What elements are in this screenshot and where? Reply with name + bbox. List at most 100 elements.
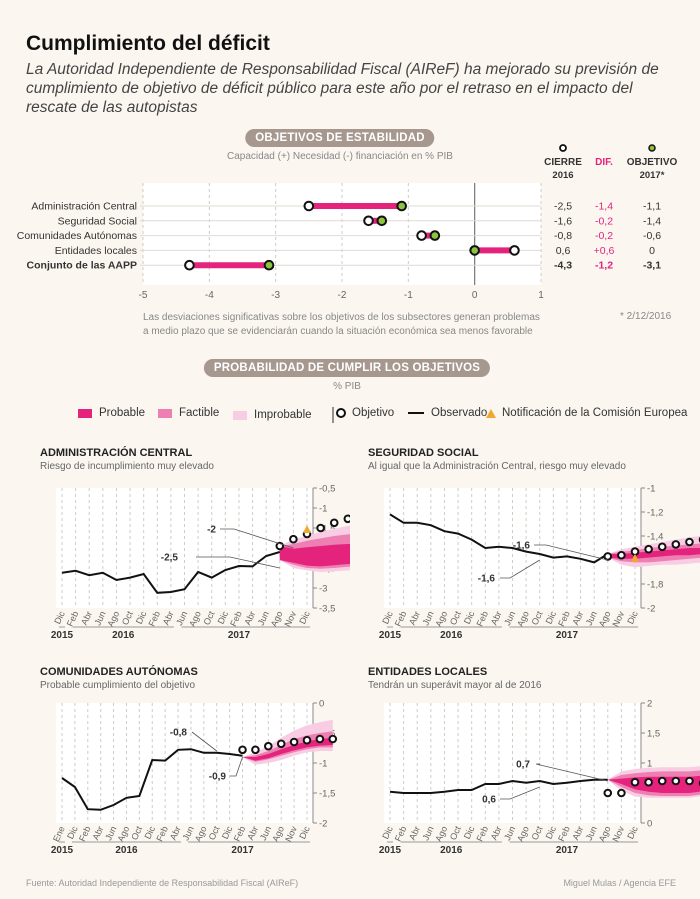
year-label: 2017 <box>556 630 579 641</box>
objective-point <box>264 741 273 751</box>
y-tick-label: -2 <box>647 604 655 615</box>
section-heading-probabilidad: PROBABILIDAD DE CUMPLIR LOS OBJETIVOS <box>203 359 491 377</box>
objective-point <box>617 550 626 560</box>
objetivo-value: -1,1 <box>643 201 661 213</box>
objective-point <box>685 537 694 547</box>
x-tick-label: Oct <box>129 824 144 841</box>
year-label: 2017 <box>231 845 254 856</box>
legend-improbable-swatch <box>233 410 247 420</box>
annotation-leader <box>535 763 608 782</box>
chart-title-ss: SEGURIDAD SOCIAL <box>368 447 479 459</box>
objetivo-point <box>469 245 480 256</box>
x-tick-label: Abr <box>245 825 260 842</box>
row-label: Conjunto de las AAPP <box>27 260 137 272</box>
y-tick-label: -1,5 <box>319 524 335 535</box>
objective-point <box>238 745 247 755</box>
dif-value: +0,6 <box>594 245 615 257</box>
x-tick-label: Ago <box>105 610 121 629</box>
y-tick-label: -1 <box>319 504 327 515</box>
legend-notificacion-label: Notificación de la Comisión Europea <box>502 407 688 419</box>
year-label: 2015 <box>51 630 74 641</box>
year-label: 2016 <box>440 630 463 641</box>
cierre-marker-icon <box>559 144 567 152</box>
observed-line <box>389 513 609 564</box>
chart-seguridad-social: -1-1,2-1,4-1,6-1,8-2DicFebAbrJunAgoOctDi… <box>379 484 700 641</box>
axis-description: Capacidad (+) Necesidad (-) financiación… <box>227 151 453 162</box>
x-tick-label: Feb <box>556 610 572 628</box>
band-probable <box>607 548 700 559</box>
objective-point <box>630 777 640 787</box>
objective-point <box>685 776 694 786</box>
x-tick-label: Ago <box>515 825 531 844</box>
annotation-leader <box>220 528 294 549</box>
legend-objetivo-label: Objetivo <box>352 407 395 419</box>
year-label: 2015 <box>379 845 402 856</box>
x-tick-label: Nov <box>610 824 626 843</box>
x-tick-label: Oct <box>448 609 463 626</box>
legend-improbable-label: Improbable <box>254 409 312 421</box>
source-note: Fuente: Autoridad Independiente de Respo… <box>26 878 299 888</box>
legend-objetivo-marker <box>336 408 346 418</box>
cierre-value: -0,8 <box>554 230 572 242</box>
x-tick-label: Dic <box>625 609 640 625</box>
legend-separator <box>331 407 334 423</box>
year-label: 2016 <box>112 630 135 641</box>
objetivo-value: -1,4 <box>643 215 661 227</box>
year-label: 2016 <box>440 845 463 856</box>
objective-point <box>289 737 299 747</box>
cierre-value: -2,5 <box>554 201 572 213</box>
dumbbell-chart: -5 -4 -3 -2 -1 0 1 CIERRE 2016 DIF. OBJETIVO 2017* A… <box>17 144 677 301</box>
objective-point <box>251 745 260 755</box>
x-tick-label: -5 <box>139 290 148 301</box>
objective-point <box>644 544 653 554</box>
x-tick-label: Feb <box>146 610 162 628</box>
x-tick-label: Dic <box>297 609 312 625</box>
legend-objetivo: Objetivo <box>336 407 394 419</box>
y-tick-label: -1,8 <box>647 580 663 591</box>
year-label: 2015 <box>51 845 74 856</box>
cierre-value: 0,6 <box>556 245 571 257</box>
annotation-leader <box>500 559 540 579</box>
year-label: 2017 <box>556 845 579 856</box>
x-tick-label: -2 <box>338 290 347 301</box>
objetivo-marker-icon <box>648 144 656 152</box>
footnote-date: * 2/12/2016 <box>620 311 672 322</box>
legend-probable-label: Probable <box>99 407 146 419</box>
objective-point <box>657 776 667 786</box>
chart-subtitle-ca: Probable cumplimiento del objetivo <box>40 680 196 691</box>
annotation-leader <box>500 786 540 800</box>
x-tick-label: -1 <box>404 290 413 301</box>
objetivo-point <box>429 230 441 241</box>
observed-line <box>61 551 281 594</box>
objective-point <box>328 734 338 744</box>
legend-improbable: Improbable <box>233 407 334 423</box>
annotation-leader <box>191 731 217 752</box>
x-tick-label: Abr <box>161 610 176 627</box>
annotation-label: 0,6 <box>482 795 496 806</box>
annotation-label: -0,9 <box>209 772 227 783</box>
x-tick-label: Ago <box>597 825 613 844</box>
cierre-value: -1,6 <box>554 215 572 227</box>
annotation-leader <box>196 556 280 569</box>
annotation-label: -0,8 <box>170 728 188 739</box>
x-tick-label: Feb <box>474 825 490 843</box>
legend-factible-label: Factible <box>179 407 220 419</box>
y-tick-label: -0,5 <box>319 484 335 495</box>
chart-administracion-central: -0,5-1-1,5-2-2,5-3-3,5DicFebAbrJunAgoOct… <box>51 484 350 641</box>
x-tick-label: Feb <box>77 825 93 843</box>
y-tick-label: 0 <box>319 699 324 710</box>
plot-area <box>56 703 313 823</box>
col-header-dif: DIF. <box>595 157 613 168</box>
x-tick-label: Dic <box>297 824 312 840</box>
x-tick-label: Ago <box>187 610 203 629</box>
chart-entidades-locales: 21,510,50DicFebAbrJunAgoOctDicFebAbrJunA… <box>379 699 700 856</box>
x-tick-label: Oct <box>207 824 222 841</box>
chart-subtitle-el: Tendrán un superávit mayor al de 2016 <box>368 680 542 691</box>
legend-factible-swatch <box>158 408 172 418</box>
x-tick-label: 0 <box>472 290 478 301</box>
legend-probable-swatch <box>78 408 92 418</box>
x-tick-label: Abr <box>79 610 94 627</box>
observed-line <box>61 748 243 811</box>
chart-title-ca: COMUNIDADES AUTÓNOMAS <box>40 666 198 678</box>
x-tick-label: Oct <box>448 824 463 841</box>
